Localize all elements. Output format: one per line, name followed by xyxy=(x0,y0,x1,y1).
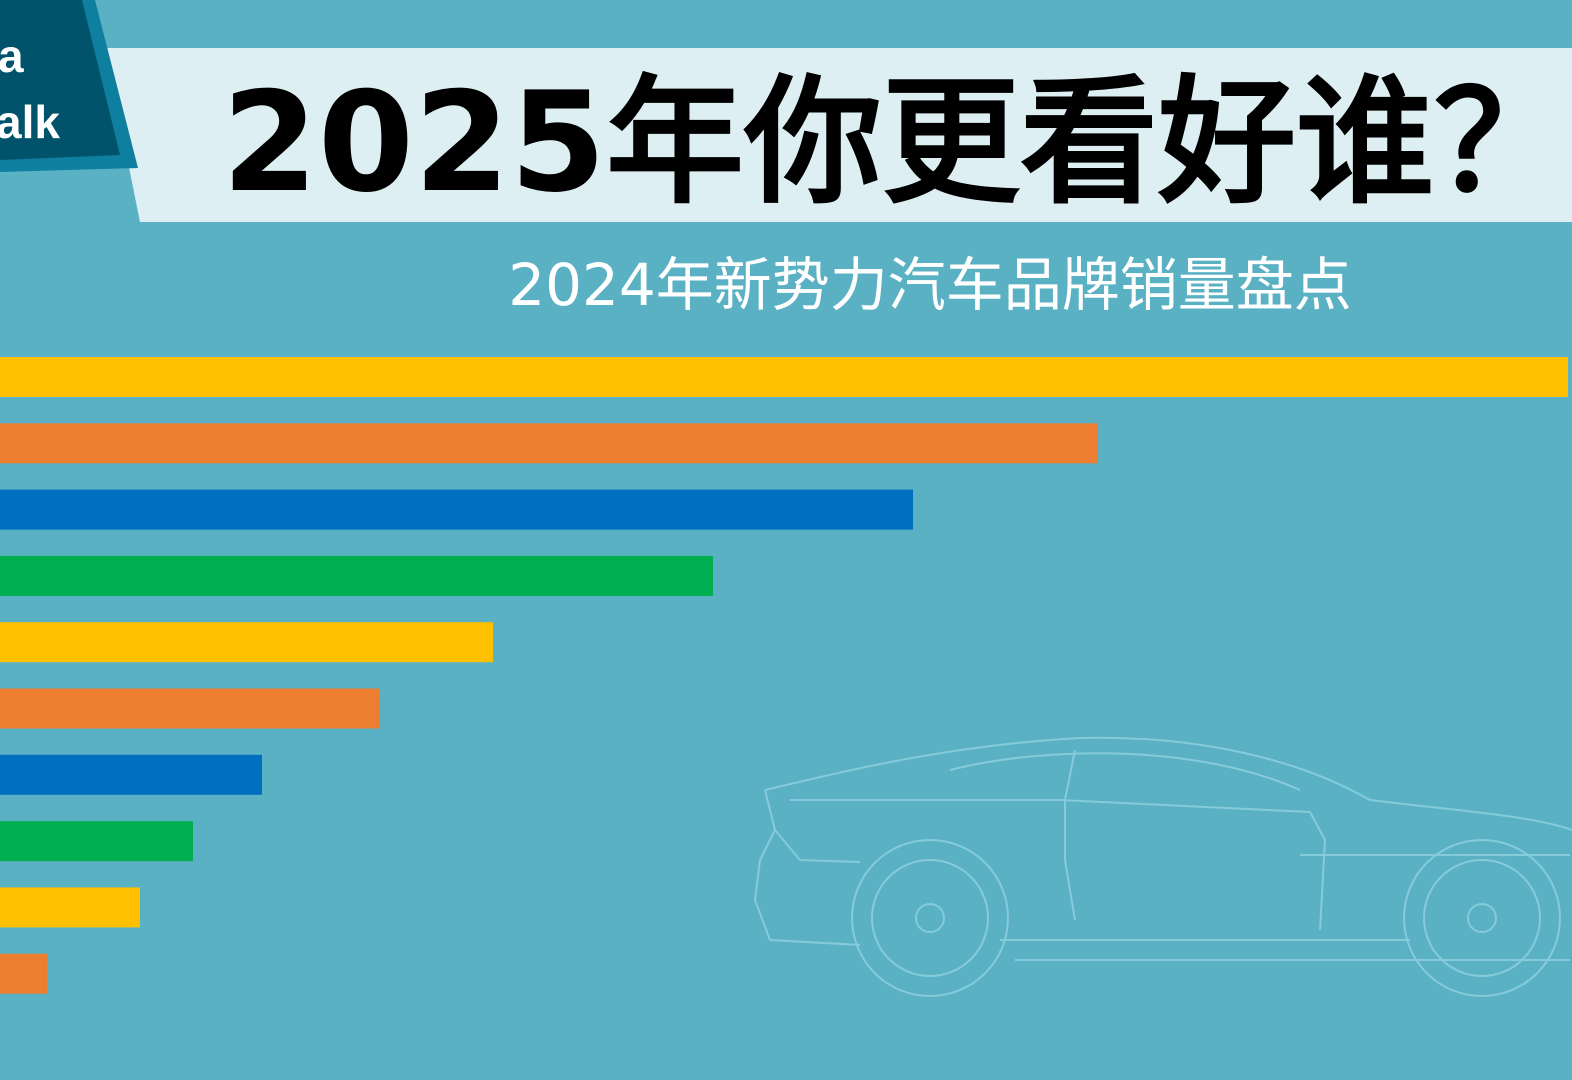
chart-subtitle: 2024年新势力汽车品牌销量盘点 xyxy=(508,251,1352,319)
bar xyxy=(0,489,913,530)
logo-box xyxy=(0,0,120,160)
chart-title: 2025年你更看好谁？ xyxy=(222,62,1572,223)
bar xyxy=(0,357,1568,397)
bar xyxy=(0,821,193,862)
logo-text: alk xyxy=(0,96,60,148)
bar xyxy=(0,622,493,663)
bar xyxy=(0,555,713,596)
bar xyxy=(0,953,47,994)
title-banner xyxy=(105,48,1572,222)
bar xyxy=(0,754,262,795)
bar xyxy=(0,887,140,928)
bar xyxy=(0,423,1098,464)
car-sketch xyxy=(753,736,1572,997)
bar xyxy=(0,688,380,729)
logo-text: a xyxy=(0,30,24,82)
